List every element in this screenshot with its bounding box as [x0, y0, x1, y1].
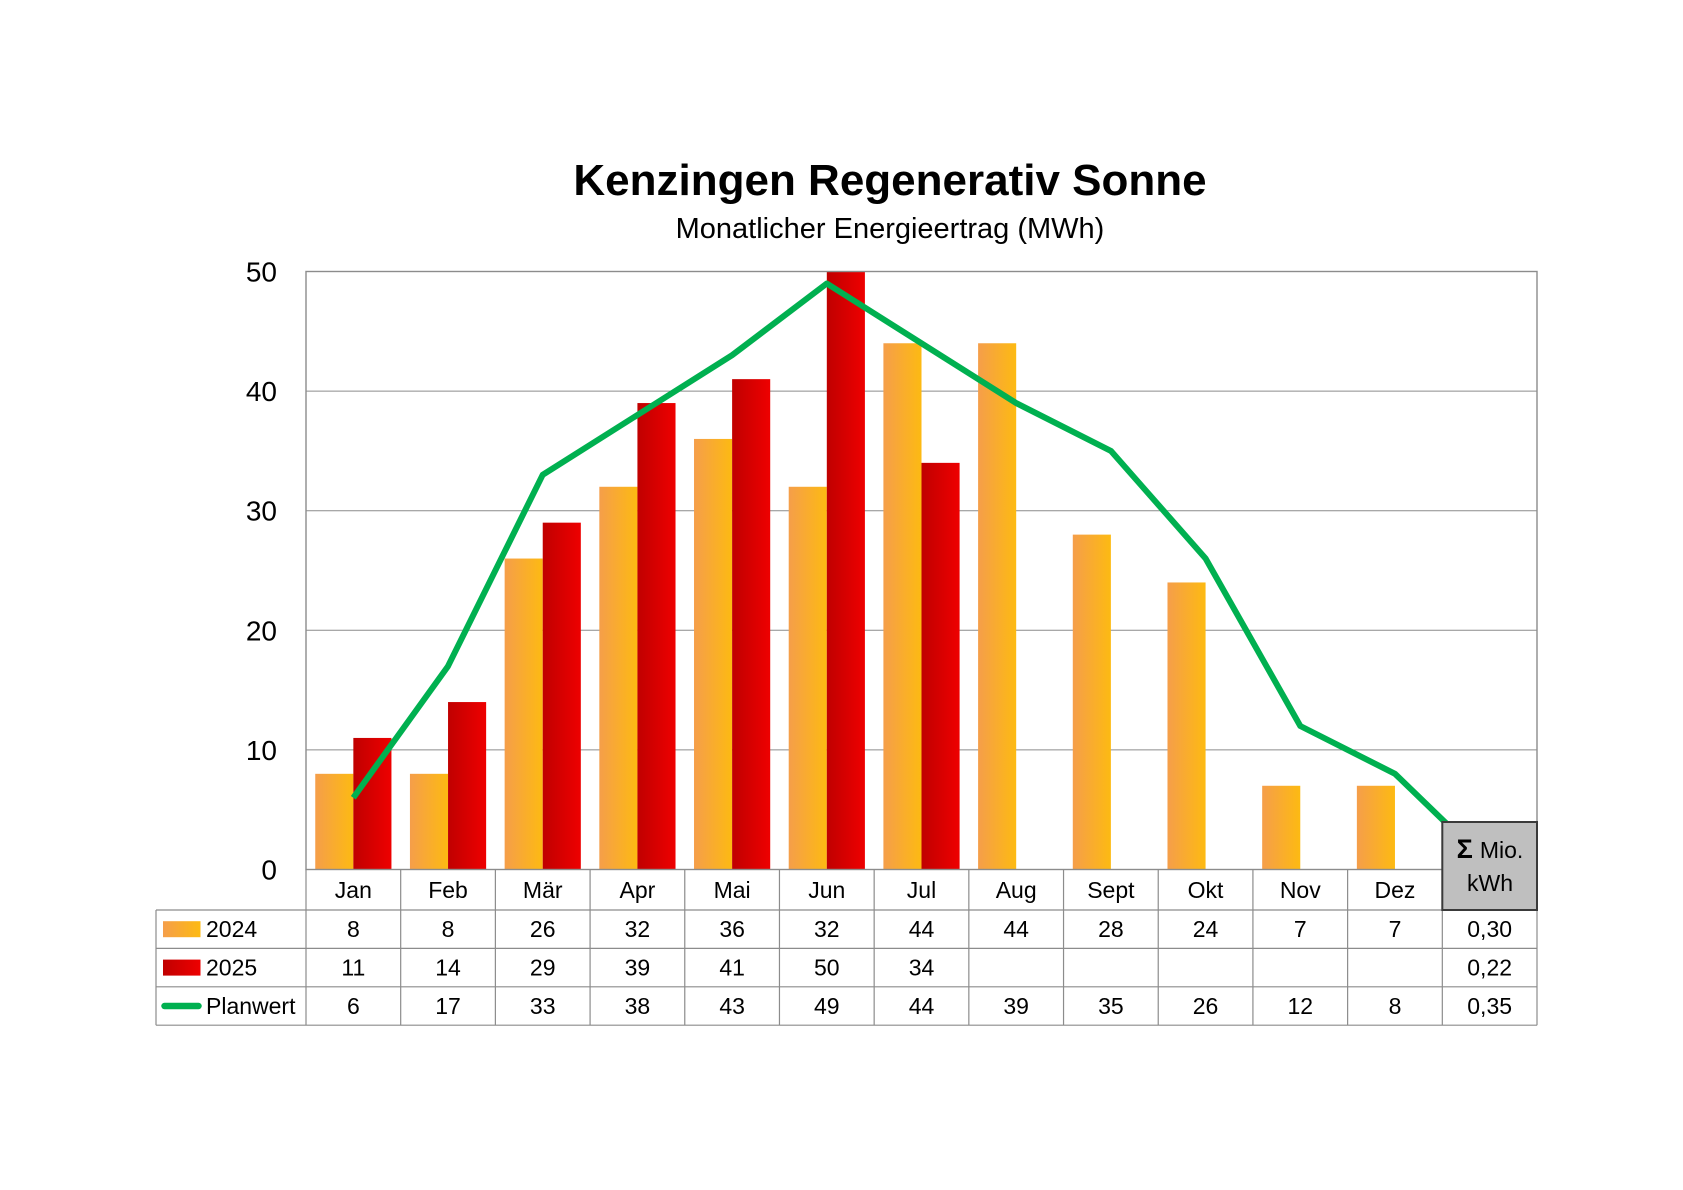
bar-2025-jun: [826, 271, 865, 870]
table-cell-total: 0,35: [1467, 993, 1512, 1019]
table-cell: 12: [1287, 993, 1313, 1019]
table-cell: 6: [347, 993, 360, 1019]
bar-2024-feb: [409, 773, 449, 870]
table-cell: 14: [435, 955, 461, 981]
y-axis-tick-label: 10: [246, 735, 277, 766]
bar-2025-maer: [542, 522, 581, 870]
table-cell: 44: [1003, 916, 1029, 942]
bar-2024-okt: [1167, 582, 1206, 870]
table-cell: 38: [625, 993, 651, 1019]
bar-2024-sept: [1072, 534, 1111, 870]
sum-symbol: Σ: [1457, 834, 1473, 864]
table-cell: 26: [530, 916, 556, 942]
category-label-mai: Mai: [714, 877, 751, 903]
category-label-aug: Aug: [996, 877, 1037, 903]
bar-2025-feb: [448, 702, 487, 870]
table-cell: 44: [909, 993, 935, 1019]
bar-2025-jan: [353, 737, 392, 870]
table-cell: 8: [442, 916, 455, 942]
y-axis-tick-label: 0: [261, 855, 277, 886]
category-label-jul: Jul: [907, 877, 936, 903]
y-axis-tick-label: 20: [246, 615, 277, 646]
bar-2024-aug: [978, 343, 1017, 870]
bar-2024-dez: [1356, 785, 1395, 870]
table-cell: 39: [625, 955, 651, 981]
line-series: [350, 280, 1492, 868]
table-cell: 34: [909, 955, 935, 981]
category-label-dez: Dez: [1375, 877, 1416, 903]
bar-2025-apr: [637, 403, 676, 870]
table-cell: 8: [347, 916, 360, 942]
table-cell: 32: [814, 916, 840, 942]
table-cell: 26: [1193, 993, 1219, 1019]
table-cell: 39: [1003, 993, 1029, 1019]
bar-2025-mai: [732, 379, 771, 870]
table-cell: 8: [1389, 993, 1402, 1019]
bar-2024-jun: [788, 486, 827, 870]
axis-labels: 0 10 20 30 40 50: [246, 257, 277, 886]
total-unit-label: Mio.: [1480, 837, 1523, 863]
table-cell: 43: [719, 993, 745, 1019]
table-cell: 44: [909, 916, 935, 942]
category-label-feb: Feb: [428, 877, 468, 903]
total-header-box: [1441, 821, 1539, 911]
category-label-jun: Jun: [808, 877, 845, 903]
table-cell: 28: [1098, 916, 1124, 942]
bar-2024-maer: [504, 558, 543, 870]
category-label-apr: Apr: [620, 877, 656, 903]
planwert-line: [350, 280, 1492, 868]
table-cell-total: 0,22: [1467, 955, 1512, 981]
plot-area-frame: [305, 270, 1538, 871]
table-cell: 17: [435, 993, 461, 1019]
data-table: Jan Feb Mär Apr Mai Jun Jul Aug Sept Okt Nov Dez 202…: [155, 869, 1538, 1026]
y-axis-tick-label: 40: [246, 376, 277, 407]
category-label-okt: Okt: [1188, 877, 1224, 903]
bar-2025-jul: [921, 462, 960, 870]
chart-title: Kenzingen Regenerativ Sonne: [573, 156, 1206, 205]
bar-2024-jul: [883, 343, 922, 870]
table-cell: 7: [1294, 916, 1307, 942]
table-cell: 29: [530, 955, 556, 981]
legend-label-planwert: Planwert: [206, 993, 296, 1019]
table-cell: 50: [814, 955, 840, 981]
table-cell: 32: [625, 916, 651, 942]
bar-2024-nov: [1262, 785, 1301, 870]
bar-2024-mai: [694, 438, 733, 870]
category-label-sept: Sept: [1087, 877, 1135, 903]
category-label-nov: Nov: [1280, 877, 1321, 903]
table-cell: 49: [814, 993, 840, 1019]
legend-label-2025: 2025: [206, 955, 257, 981]
category-label-maer: Mär: [523, 877, 563, 903]
table-cell: 11: [341, 955, 365, 981]
category-label-jan: Jan: [335, 877, 372, 903]
table-cell: 35: [1098, 993, 1124, 1019]
y-axis-tick-label: 30: [246, 496, 277, 527]
table-cell: 7: [1389, 916, 1402, 942]
bar-2024-jan: [315, 773, 354, 870]
bar-2024-apr: [599, 486, 638, 870]
chart-subtitle: Monatlicher Energieertrag (MWh): [676, 213, 1105, 245]
table-cell-total: 0,30: [1467, 916, 1512, 942]
table-cell: 36: [719, 916, 745, 942]
total-header-line1: Σ Mio.: [1457, 834, 1524, 864]
bars: [315, 271, 1528, 870]
table-cell: 24: [1193, 916, 1219, 942]
legend-key-2024: [163, 921, 201, 938]
table-cell: 33: [530, 993, 556, 1019]
y-axis-tick-label: 50: [246, 257, 277, 288]
total-unit-label-2: kWh: [1467, 870, 1513, 896]
legend-label-2024: 2024: [206, 916, 257, 942]
table-cell: 41: [719, 955, 745, 981]
legend-key-2025: [163, 959, 201, 976]
total-column-header: Σ Mio. kWh: [1441, 821, 1539, 911]
